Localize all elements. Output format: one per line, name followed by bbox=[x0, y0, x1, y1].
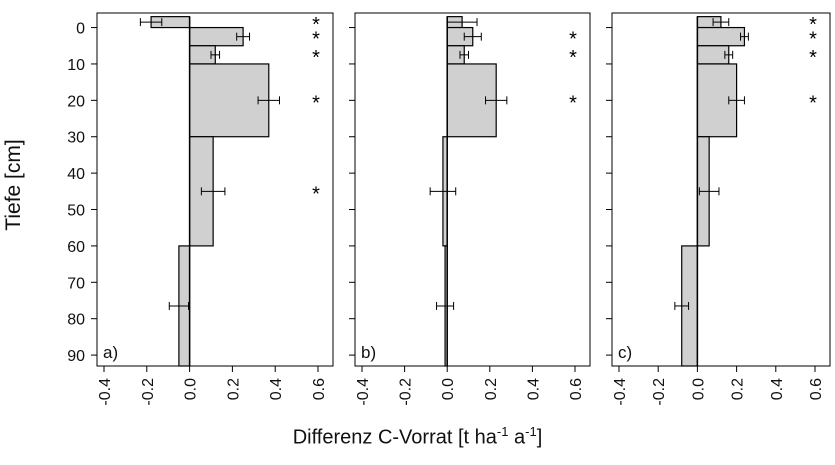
y-tick-label-6: 50 bbox=[67, 203, 85, 220]
bar-3-3 bbox=[696, 45, 730, 65]
bar-3-2 bbox=[696, 26, 746, 47]
significance-marker-1-1: * bbox=[312, 14, 320, 36]
x-tick-label-2-5: 0.4 bbox=[525, 378, 542, 400]
y-tick-label-3: 20 bbox=[67, 93, 85, 110]
x-tick-label-1-4: 0.2 bbox=[225, 378, 242, 400]
x-tick-label-3-2: -0.2 bbox=[651, 378, 668, 406]
significance-marker-2-2: * bbox=[569, 29, 577, 51]
significance-marker-1-4: * bbox=[312, 92, 320, 114]
panel-label-3: c) bbox=[618, 343, 632, 362]
x-axis-title: Differenz C-Vorrat [t ha-1 a-1] bbox=[0, 424, 835, 450]
x-tick-label-3-4: 0.2 bbox=[730, 378, 747, 400]
y-tick-label-7: 60 bbox=[67, 239, 85, 256]
x-tick-label-1-6: 0.6 bbox=[311, 378, 328, 400]
significance-marker-3-4: * bbox=[809, 92, 817, 114]
significance-marker-3-2: * bbox=[809, 29, 817, 51]
x-tick-label-3-6: 0.6 bbox=[808, 378, 825, 400]
y-tick-label-8: 70 bbox=[67, 275, 85, 292]
x-tick-label-3-3: 0.0 bbox=[690, 378, 707, 400]
panel-frame-3 bbox=[611, 12, 831, 367]
x-tick-label-2-6: 0.6 bbox=[568, 378, 585, 400]
significance-marker-1-2: * bbox=[312, 29, 320, 51]
x-tick-label-1-1: -0.4 bbox=[97, 378, 114, 406]
y-tick-label-5: 40 bbox=[67, 166, 85, 183]
y-tick-label-4: 30 bbox=[67, 130, 85, 147]
significance-marker-3-3: * bbox=[809, 47, 817, 69]
x-axis-title-end: ] bbox=[536, 426, 543, 449]
x-tick-label-3-1: -0.4 bbox=[612, 378, 629, 406]
x-tick-label-2-2: -0.2 bbox=[398, 378, 415, 406]
x-axis-title-main: Differenz C-Vorrat [t ha bbox=[292, 426, 497, 449]
x-tick-label-2-1: -0.4 bbox=[355, 378, 372, 406]
panel-label-1: a) bbox=[103, 343, 118, 362]
bar-1-2 bbox=[189, 26, 244, 47]
significance-marker-2-4: * bbox=[569, 92, 577, 114]
y-tick-label-9: 80 bbox=[67, 312, 85, 329]
panel-frame-2 bbox=[354, 12, 591, 367]
x-axis-title-mid: a bbox=[508, 426, 526, 449]
panel-frame-1 bbox=[96, 12, 334, 367]
x-axis-title-exp2: -1 bbox=[525, 424, 537, 439]
y-axis-title: Tiefe [cm] bbox=[2, 139, 25, 231]
panel-label-2: b) bbox=[361, 343, 376, 362]
significance-marker-1-3: * bbox=[312, 47, 320, 69]
y-tick-label-1: 0 bbox=[76, 21, 85, 38]
y-tick-label-2: 10 bbox=[67, 57, 85, 74]
x-tick-label-2-3: 0.0 bbox=[440, 378, 457, 400]
significance-marker-3-1: * bbox=[809, 14, 817, 36]
x-tick-label-1-3: 0.0 bbox=[183, 378, 200, 400]
x-axis-title-exp1: -1 bbox=[496, 424, 509, 439]
x-tick-label-2-4: 0.2 bbox=[483, 378, 500, 400]
significance-marker-2-3: * bbox=[569, 47, 577, 69]
y-tick-label-10: 90 bbox=[67, 348, 85, 365]
x-tick-label-1-5: 0.4 bbox=[268, 378, 285, 400]
significance-marker-1-5: * bbox=[312, 183, 320, 205]
x-tick-label-1-2: -0.2 bbox=[140, 378, 157, 406]
bar-1-4 bbox=[189, 63, 270, 138]
x-tick-label-3-5: 0.4 bbox=[769, 378, 786, 400]
